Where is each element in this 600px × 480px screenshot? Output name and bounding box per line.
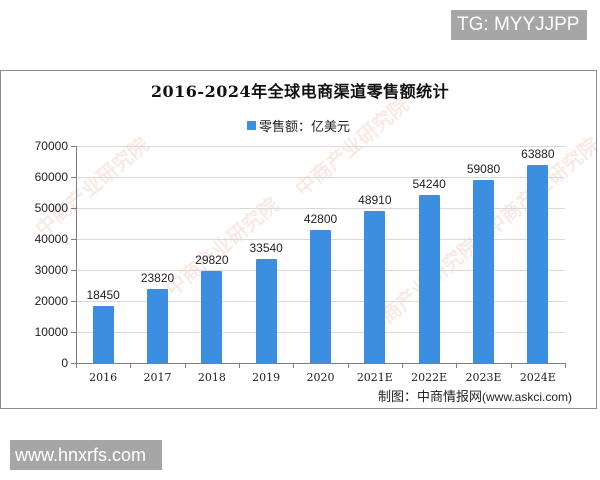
x-tick [130, 363, 132, 368]
bar-value-label: 54240 [412, 176, 446, 191]
bar-2023E [473, 179, 494, 363]
y-tick-label: 40000 [34, 232, 68, 246]
y-tick [71, 332, 76, 333]
legend-label: 零售额：亿美元 [259, 120, 351, 135]
x-tick [184, 363, 186, 368]
bar-value-label: 33540 [249, 241, 283, 256]
bar-2017 [147, 289, 168, 363]
y-tick [71, 239, 76, 240]
x-tick-label: 2023E [465, 371, 502, 384]
x-tick-label: 2020 [306, 371, 335, 384]
x-tick-label: 2021E [356, 371, 393, 384]
bar-2022E [418, 194, 440, 363]
chart-legend: 零售额：亿美元 [247, 116, 350, 135]
bar-value-label: 18450 [86, 287, 120, 302]
y-tick [71, 301, 76, 302]
y-tick-label: 70000 [34, 139, 68, 153]
y-tick-label: 20000 [34, 294, 68, 308]
bar-2018 [201, 270, 223, 363]
y-tick [71, 208, 76, 209]
x-tick [293, 363, 295, 368]
bar-value-label: 23820 [140, 271, 175, 286]
bar-value-label: 63880 [521, 146, 555, 161]
y-tick-label: 0 [61, 356, 68, 370]
x-axis [76, 363, 565, 364]
source-url: (www.askci.com) [482, 390, 573, 404]
bar-2021E [364, 211, 386, 363]
x-tick-label: 2022E [411, 371, 448, 384]
x-tick [565, 363, 566, 368]
y-tick-label: 60000 [34, 170, 68, 184]
source-note: 制图：中商情报网(www.askci.com) [378, 386, 572, 405]
y-tick-label: 30000 [34, 263, 68, 277]
bar-2016 [92, 305, 114, 363]
x-tick [456, 363, 458, 368]
y-axis [76, 146, 77, 364]
x-tick [76, 363, 77, 368]
bar-2019 [255, 259, 277, 363]
plot-area: 18450 23820 29820 33540 42800 48910 54240 59080… [76, 146, 565, 363]
bar-value-label: 48910 [358, 193, 392, 208]
source-cn: 制图：中商情报网 [378, 390, 483, 405]
y-tick-label: 50000 [34, 201, 68, 215]
y-tick [71, 270, 76, 271]
x-tick-label: 2017 [143, 371, 172, 384]
chart-title: 2016-2024年全球电商渠道零售额统计 [150, 82, 450, 101]
gridline [76, 208, 565, 209]
x-tick-label: 2024E [519, 371, 556, 384]
gridline [76, 146, 565, 147]
x-tick-label: 2018 [197, 371, 226, 384]
y-tick-label: 10000 [34, 325, 68, 339]
bar-value-label: 59080 [466, 161, 501, 176]
bar-value-label: 29820 [195, 252, 229, 267]
x-tick-label: 2019 [252, 371, 281, 384]
x-tick [347, 363, 349, 368]
site-badge: www.hnxrfs.com [10, 440, 162, 470]
bar-value-label: 42800 [303, 212, 338, 227]
x-tick [239, 363, 240, 368]
x-tick [402, 363, 403, 368]
x-tick [510, 363, 512, 368]
y-tick [71, 146, 76, 147]
tg-badge: TG: MYYJJPP [451, 10, 587, 40]
legend-swatch-icon [247, 121, 256, 130]
y-tick [71, 363, 76, 364]
x-tick-label: 2016 [89, 371, 118, 384]
bar-2024E [527, 164, 549, 363]
y-tick [71, 177, 76, 178]
gridline [76, 177, 565, 178]
bar-2020 [310, 230, 331, 363]
